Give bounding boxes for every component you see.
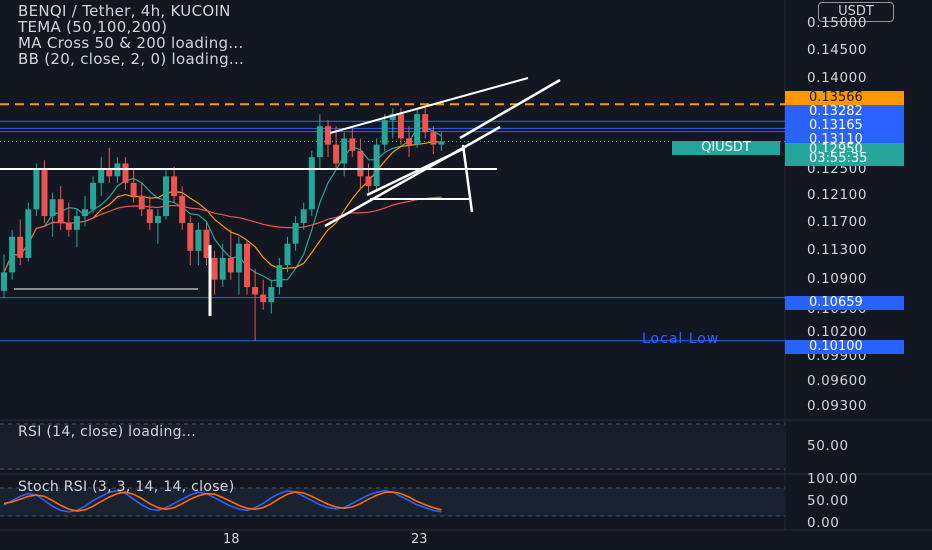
stoch-d-line bbox=[3, 491, 442, 512]
wedge-lower-line[interactable] bbox=[324, 125, 501, 228]
candle-body-5 bbox=[41, 169, 48, 217]
candle-body-24 bbox=[195, 229, 202, 251]
candle-body-35 bbox=[284, 243, 291, 266]
candle-body-37 bbox=[300, 209, 307, 223]
wedge-upper-line[interactable] bbox=[329, 77, 529, 134]
candle-body-3 bbox=[25, 209, 32, 258]
candle-body-41 bbox=[333, 144, 340, 164]
price-tick-0.14000: 0.14000 bbox=[807, 70, 868, 86]
candle-body-4 bbox=[33, 169, 40, 210]
candles bbox=[1, 103, 445, 341]
price-tag-0: 0.13566 bbox=[785, 91, 904, 105]
currency-button[interactable]: USDT bbox=[818, 2, 894, 22]
stoch-tick-50: 50.00 bbox=[807, 493, 849, 509]
candle-body-30 bbox=[244, 243, 250, 288]
candle-body-2 bbox=[17, 236, 24, 258]
price-tick-0.10900: 0.10900 bbox=[807, 270, 868, 287]
indicator-tema-label[interactable]: TEMA (50,100,200) bbox=[18, 18, 168, 36]
price-tick-0.10200: 0.10200 bbox=[807, 323, 868, 340]
candle-body-20 bbox=[163, 176, 169, 217]
local-low-label[interactable]: Local Low bbox=[642, 331, 720, 347]
wedge-mid-line[interactable] bbox=[366, 146, 466, 197]
candle-body-53 bbox=[430, 132, 437, 145]
wedge-extension-line[interactable] bbox=[459, 78, 561, 140]
candle-body-50 bbox=[406, 138, 412, 145]
price-tick-0.09300: 0.09300 bbox=[807, 397, 868, 414]
price-tick-0.15000: 0.15000 bbox=[807, 14, 868, 31]
candle-body-36 bbox=[292, 222, 299, 244]
candle-body-6 bbox=[49, 199, 56, 217]
stoch-rsi-lines bbox=[3, 489, 442, 513]
candle-body-8 bbox=[65, 222, 72, 230]
candle-body-17 bbox=[138, 195, 145, 210]
candle-body-42 bbox=[341, 138, 348, 164]
candle-body-48 bbox=[389, 114, 396, 121]
candle-body-12 bbox=[98, 169, 105, 183]
candle-body-49 bbox=[397, 114, 404, 139]
candle-body-19 bbox=[154, 216, 161, 223]
time-tick-18: 18 bbox=[223, 532, 240, 547]
price-tag-1: 0.13282 bbox=[785, 105, 904, 119]
candle-body-22 bbox=[179, 195, 186, 223]
drawings[interactable] bbox=[0, 77, 561, 316]
candle-body-16 bbox=[130, 182, 137, 196]
candle-body-23 bbox=[187, 222, 194, 251]
price-tick-0.12100: 0.12100 bbox=[807, 186, 868, 203]
rsi-tick-50: 50.00 bbox=[807, 438, 849, 454]
price-tag-6: 0.10659 bbox=[785, 296, 904, 310]
candle-body-18 bbox=[146, 209, 153, 223]
indicator-bb-label[interactable]: BB (20, close, 2, 0) loading... bbox=[18, 50, 245, 68]
candle-body-28 bbox=[227, 257, 234, 273]
candle-body-7 bbox=[57, 199, 64, 223]
stoch-tick-0: 0.00 bbox=[807, 515, 840, 531]
candle-body-21 bbox=[171, 176, 178, 196]
candle-body-9 bbox=[73, 216, 80, 230]
candle-body-11 bbox=[90, 182, 97, 210]
candle-body-13 bbox=[106, 169, 113, 177]
candle-body-45 bbox=[365, 176, 372, 187]
candle-body-34 bbox=[276, 265, 283, 288]
candle-body-51 bbox=[414, 114, 421, 145]
candle-body-47 bbox=[381, 120, 388, 145]
candle-body-10 bbox=[82, 209, 88, 217]
candle-body-0 bbox=[1, 272, 7, 291]
candle-body-32 bbox=[260, 294, 267, 303]
rsi-title[interactable]: RSI (14, close) loading... bbox=[18, 424, 197, 440]
candle-body-25 bbox=[203, 229, 210, 258]
candle-body-1 bbox=[9, 236, 16, 273]
candle-body-43 bbox=[349, 138, 356, 151]
price-tick-0.11700: 0.11700 bbox=[807, 213, 868, 230]
stoch-title[interactable]: Stoch RSI (3, 3, 14, 14, close) bbox=[18, 479, 235, 495]
candle-body-44 bbox=[357, 150, 364, 177]
symbol-price-tag: QIUSDT bbox=[672, 141, 780, 155]
symbol-title[interactable]: BENQI / Tether, 4h, KUCOIN bbox=[18, 2, 231, 20]
time-tick-23: 23 bbox=[411, 532, 428, 547]
candle-body-26 bbox=[211, 257, 218, 280]
candle-body-38 bbox=[308, 157, 315, 210]
price-tag-2: 0.13165 bbox=[785, 119, 904, 133]
rsi-band bbox=[0, 424, 785, 470]
price-tick-0.14500: 0.14500 bbox=[807, 41, 868, 58]
candle-body-54 bbox=[438, 141, 445, 145]
candle-body-40 bbox=[325, 126, 331, 145]
candle-body-52 bbox=[422, 114, 429, 133]
candle-body-27 bbox=[219, 257, 226, 280]
indicator-ma-cross-label[interactable]: MA Cross 50 & 200 loading... bbox=[18, 34, 244, 52]
price-tick-0.11300: 0.11300 bbox=[807, 241, 868, 258]
candle-body-31 bbox=[252, 287, 259, 295]
candle-body-15 bbox=[122, 163, 129, 183]
candle-body-39 bbox=[316, 126, 323, 158]
price-tag-5: 03:55:35 bbox=[785, 152, 904, 166]
candle-body-46 bbox=[373, 144, 380, 187]
price-tick-0.09600: 0.09600 bbox=[807, 372, 868, 389]
candle-body-29 bbox=[235, 243, 242, 273]
stoch-tick-100: 100.00 bbox=[807, 471, 858, 487]
price-tag-7: 0.10100 bbox=[785, 340, 904, 354]
target-projection-line[interactable] bbox=[461, 144, 474, 213]
candle-body-33 bbox=[268, 287, 275, 303]
